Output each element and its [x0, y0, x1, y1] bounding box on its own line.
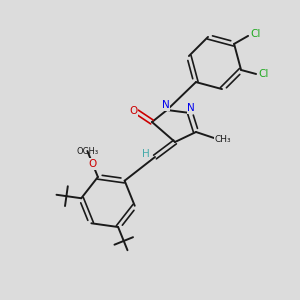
- Text: O: O: [88, 159, 97, 169]
- Text: N: N: [187, 103, 195, 113]
- Text: CH₃: CH₃: [215, 134, 231, 143]
- Text: Cl: Cl: [250, 29, 260, 39]
- Text: Cl: Cl: [258, 69, 268, 79]
- Text: H: H: [142, 149, 150, 159]
- Text: N: N: [162, 100, 170, 110]
- Text: OCH₃: OCH₃: [76, 146, 98, 155]
- Text: O: O: [129, 106, 137, 116]
